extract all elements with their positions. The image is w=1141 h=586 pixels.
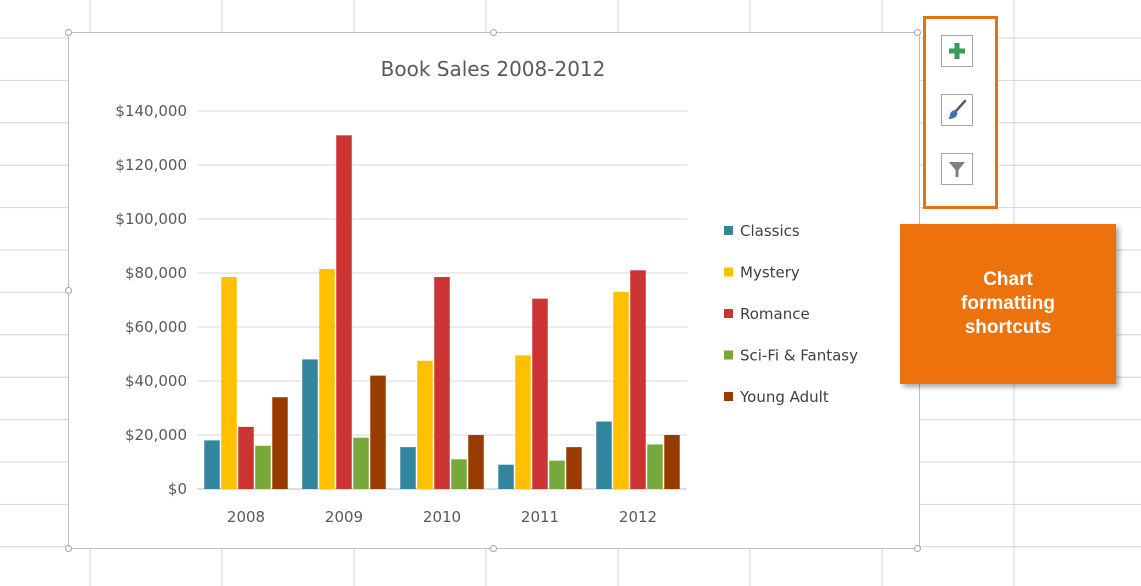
x-tick-label: 2009 xyxy=(325,508,363,526)
callout-text: Chart formatting shortcuts xyxy=(961,269,1055,338)
bar[interactable] xyxy=(630,270,646,489)
legend-label: Sci-Fi & Fantasy xyxy=(740,347,858,365)
x-tick-label: 2008 xyxy=(227,508,265,526)
legend-swatch xyxy=(724,226,733,235)
bar[interactable] xyxy=(370,375,386,489)
bar[interactable] xyxy=(451,459,467,489)
legend-swatch xyxy=(724,350,733,360)
y-tick-label: $100,000 xyxy=(115,210,187,228)
y-tick-label: $140,000 xyxy=(115,102,187,120)
resize-handle-left[interactable] xyxy=(65,287,72,294)
bar[interactable] xyxy=(204,440,220,489)
resize-handle-top-left[interactable] xyxy=(65,29,72,36)
y-tick-label: $20,000 xyxy=(125,426,187,444)
bar[interactable] xyxy=(272,397,288,489)
chart-title: Book Sales 2008-2012 xyxy=(381,57,606,81)
resize-handle-top-right[interactable] xyxy=(914,29,921,36)
resize-handle-top[interactable] xyxy=(490,29,497,36)
legend-label: Romance xyxy=(740,305,810,323)
legend-label: Young Adult xyxy=(739,388,829,406)
y-tick-label: $60,000 xyxy=(125,318,187,336)
bar[interactable] xyxy=(221,277,237,489)
bar[interactable] xyxy=(400,447,416,489)
resize-handle-bottom-right[interactable] xyxy=(914,545,921,552)
legend-swatch xyxy=(724,392,733,401)
chart-filters-button[interactable] xyxy=(941,153,973,185)
bar[interactable] xyxy=(319,268,335,489)
bar[interactable] xyxy=(336,135,352,490)
bar[interactable] xyxy=(238,426,254,489)
x-tick-label: 2012 xyxy=(619,508,657,526)
bar[interactable] xyxy=(302,359,318,489)
legend-label: Mystery xyxy=(740,264,800,282)
y-tick-label: $40,000 xyxy=(125,372,187,390)
resize-handle-bottom-left[interactable] xyxy=(65,545,72,552)
legend-swatch xyxy=(724,309,733,318)
chart-area[interactable]: Book Sales 2008-2012 $0 $20,000 $40,000 $60… xyxy=(65,29,921,552)
bar[interactable] xyxy=(549,460,565,489)
bar[interactable] xyxy=(434,277,450,489)
chart-styles-button[interactable] xyxy=(941,94,973,126)
resize-handle-bottom[interactable] xyxy=(490,545,497,552)
chart-shortcuts-panel xyxy=(923,16,998,209)
x-tick-label: 2011 xyxy=(521,508,559,526)
legend-label: Classics xyxy=(740,222,800,240)
callout-box: Chart formatting shortcuts xyxy=(900,224,1116,384)
y-axis: $0 $20,000 $40,000 $60,000 $80,000 $100,000 $1… xyxy=(115,102,687,498)
bar[interactable] xyxy=(353,437,369,489)
x-axis: 2008 2009 2010 2011 2012 xyxy=(227,508,657,526)
bar[interactable] xyxy=(417,360,433,489)
bar[interactable] xyxy=(566,447,582,489)
y-tick-label: $0 xyxy=(168,480,187,498)
plus-icon xyxy=(949,43,965,59)
x-tick-label: 2010 xyxy=(423,508,461,526)
bar[interactable] xyxy=(664,435,680,489)
bar[interactable] xyxy=(647,444,663,489)
y-tick-label: $80,000 xyxy=(125,264,187,282)
chart-canvas: Book Sales 2008-2012 $0 $20,000 $40,000 $60… xyxy=(115,57,858,526)
bars xyxy=(204,135,680,490)
bar[interactable] xyxy=(498,464,514,489)
bar[interactable] xyxy=(596,421,612,490)
funnel-icon xyxy=(949,162,965,177)
legend: Classics Mystery Romance Sci-Fi & Fantasy Yo… xyxy=(724,222,858,406)
legend-swatch xyxy=(724,267,733,277)
chart-elements-button[interactable] xyxy=(941,35,973,67)
bar[interactable] xyxy=(255,445,271,489)
bar[interactable] xyxy=(532,298,548,489)
bar[interactable] xyxy=(515,355,531,489)
paintbrush-icon xyxy=(948,99,967,119)
bar[interactable] xyxy=(468,435,484,489)
bar[interactable] xyxy=(613,291,629,489)
y-tick-label: $120,000 xyxy=(115,156,187,174)
